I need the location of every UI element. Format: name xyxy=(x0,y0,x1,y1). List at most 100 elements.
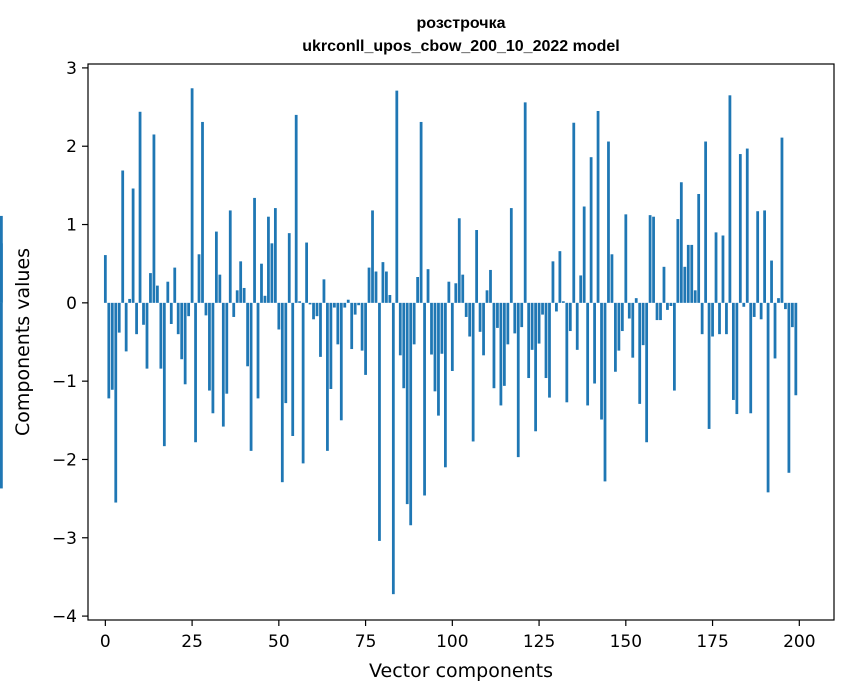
bar-57 xyxy=(301,302,305,464)
bar-167 xyxy=(683,266,687,303)
bar-55 xyxy=(294,114,298,303)
bar-129 xyxy=(551,261,555,303)
bar-102 xyxy=(457,218,461,303)
bar-160 xyxy=(659,302,662,321)
bar-87 xyxy=(405,302,409,505)
bar-79 xyxy=(378,302,381,541)
bar-171 xyxy=(697,193,701,303)
bar-50 xyxy=(277,302,281,330)
x-tick-label: 175 xyxy=(696,632,728,652)
bar-121 xyxy=(523,102,527,303)
bar-193 xyxy=(773,302,777,359)
bar-120 xyxy=(520,302,524,328)
bar-19 xyxy=(169,302,173,324)
bar-157 xyxy=(648,215,652,303)
bar-82 xyxy=(388,295,392,303)
bar-152 xyxy=(631,302,635,358)
bar-103 xyxy=(461,274,465,303)
bar-52 xyxy=(284,302,288,404)
y-tick-label: 1 xyxy=(66,216,77,236)
bar-134 xyxy=(568,302,572,332)
y-tick-label: 3 xyxy=(66,59,77,79)
bar-128 xyxy=(548,302,551,398)
x-axis-label: Vector components xyxy=(369,660,553,682)
bar-101 xyxy=(454,283,458,303)
y-axis-ticks: 3 2 1 0 −1 −2 −3 −4 xyxy=(52,59,88,627)
bar-41 xyxy=(246,302,249,367)
bar-172 xyxy=(700,302,704,335)
bar-149 xyxy=(620,302,624,332)
bar-0 xyxy=(103,255,107,303)
bar-8 xyxy=(131,188,135,303)
bar-182 xyxy=(735,302,739,415)
bar-142 xyxy=(596,110,600,303)
bar-1 xyxy=(107,302,111,399)
bar-107 xyxy=(475,230,479,303)
bar-95 xyxy=(433,302,437,392)
bar-84 xyxy=(395,90,399,303)
bar-64 xyxy=(326,302,329,451)
bar-199 xyxy=(794,302,798,396)
bar-131 xyxy=(558,251,562,303)
bar-189 xyxy=(759,302,763,320)
bar-196 xyxy=(784,302,787,310)
x-axis-ticks: 0 25 50 75 100 125 150 175 200 xyxy=(100,620,816,652)
bar-62 xyxy=(319,302,322,357)
bar-184 xyxy=(742,302,746,307)
bar-137 xyxy=(579,275,583,303)
x-tick-label: 0 xyxy=(100,632,111,652)
chart-title-line-2: ukrconll_upos_cbow_200_10_2022 model xyxy=(302,38,619,55)
bar-34 xyxy=(221,302,225,427)
bar-93 xyxy=(426,269,430,303)
bar-197 xyxy=(787,302,791,473)
bar-75 xyxy=(364,302,367,375)
y-tick-label: 2 xyxy=(66,137,77,157)
bar-147 xyxy=(614,302,617,372)
bar-37 xyxy=(232,302,236,317)
bar-165 xyxy=(676,219,680,303)
bar-143 xyxy=(600,302,603,420)
bar-40 xyxy=(242,287,246,303)
bar-144 xyxy=(603,302,607,482)
x-tick-label: 50 xyxy=(268,632,290,652)
bar-175 xyxy=(711,302,714,337)
bar-92 xyxy=(423,302,426,496)
x-tick-label: 25 xyxy=(181,632,203,652)
bar-85 xyxy=(398,302,402,356)
bar-36 xyxy=(228,210,232,303)
bar-155 xyxy=(641,302,645,346)
bar-116 xyxy=(506,302,510,345)
bar-162 xyxy=(666,302,669,310)
bar-5 xyxy=(121,170,125,303)
bar-198 xyxy=(790,302,794,328)
bar-78 xyxy=(374,271,378,303)
bar-series xyxy=(0,88,798,595)
bar-32 xyxy=(214,231,218,303)
bar-89 xyxy=(412,302,416,345)
bar-59 xyxy=(308,302,312,305)
y-tick-label: −4 xyxy=(52,607,77,627)
bar-47 xyxy=(267,216,270,303)
bar-113 xyxy=(496,302,499,328)
bar-68 xyxy=(339,302,343,421)
bar-141 xyxy=(593,302,596,384)
y-tick-label: 0 xyxy=(66,294,77,314)
bar-30 xyxy=(208,302,211,391)
bar-10 xyxy=(138,111,142,303)
bar-39 xyxy=(239,261,243,303)
bar-183 xyxy=(738,154,742,303)
bar-88 xyxy=(409,302,413,526)
bar-188 xyxy=(756,211,760,303)
bar-9 xyxy=(135,302,138,335)
bar-174 xyxy=(707,302,711,429)
bar-150 xyxy=(624,214,628,303)
bar-159 xyxy=(655,302,659,321)
bar-166 xyxy=(679,182,683,303)
bar-90 xyxy=(416,277,420,303)
bar-13 xyxy=(149,273,152,303)
bar-98 xyxy=(444,302,447,468)
bar-161 xyxy=(662,266,666,303)
bar-11 xyxy=(142,302,145,325)
bar-100 xyxy=(450,302,454,371)
bar-81 xyxy=(385,271,388,303)
